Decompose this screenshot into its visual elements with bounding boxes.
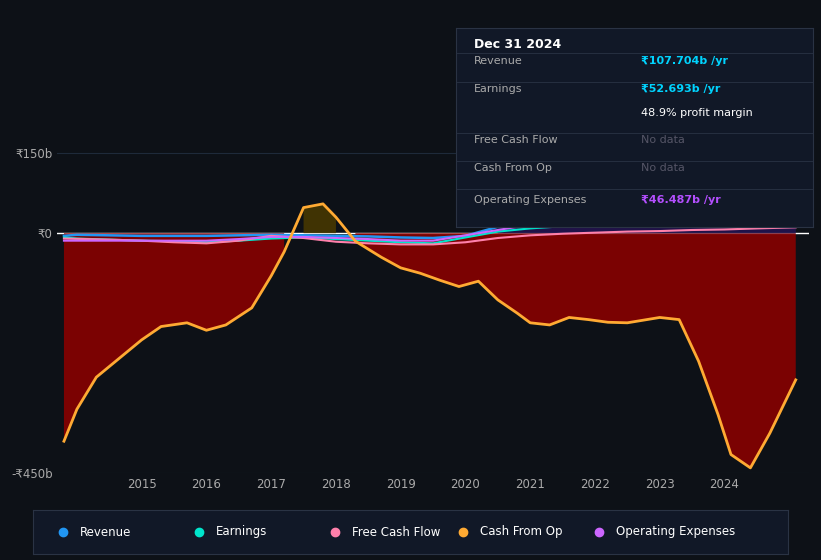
Text: Cash From Op: Cash From Op (480, 525, 562, 539)
Text: Operating Expenses: Operating Expenses (616, 525, 735, 539)
Text: No data: No data (641, 163, 686, 173)
Text: ₹52.693b /yr: ₹52.693b /yr (641, 83, 721, 94)
Text: ₹46.487b /yr: ₹46.487b /yr (641, 195, 721, 205)
Text: Cash From Op: Cash From Op (474, 163, 552, 173)
Text: Earnings: Earnings (216, 525, 267, 539)
Text: 48.9% profit margin: 48.9% profit margin (641, 108, 753, 118)
Text: Revenue: Revenue (80, 525, 131, 539)
Text: Free Cash Flow: Free Cash Flow (474, 136, 557, 146)
Text: Operating Expenses: Operating Expenses (474, 195, 586, 205)
Text: ₹107.704b /yr: ₹107.704b /yr (641, 56, 728, 66)
Text: No data: No data (641, 136, 686, 146)
Text: Free Cash Flow: Free Cash Flow (351, 525, 440, 539)
Text: Revenue: Revenue (474, 56, 522, 66)
Text: Earnings: Earnings (474, 83, 522, 94)
Text: Dec 31 2024: Dec 31 2024 (474, 38, 561, 51)
